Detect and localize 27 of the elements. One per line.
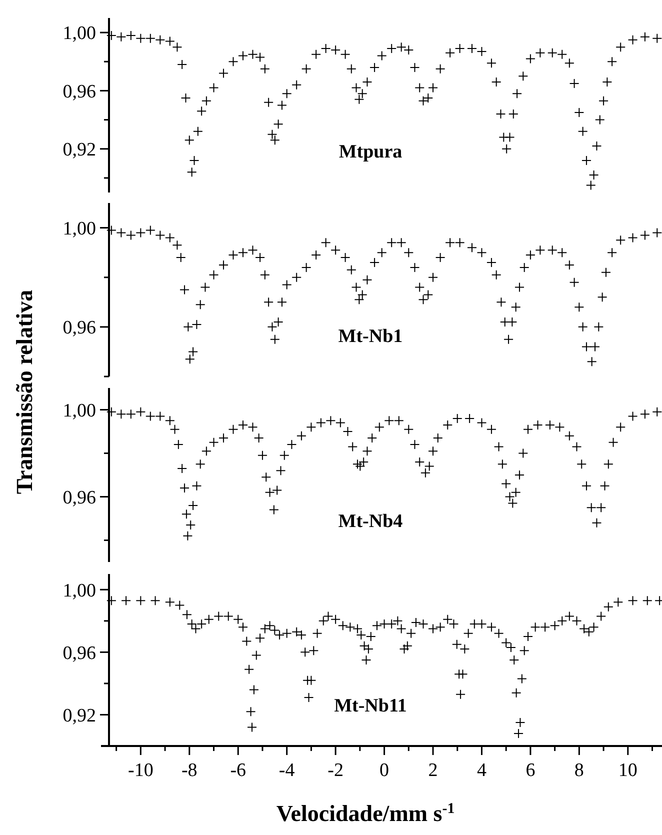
y-axis-title: Transmissão relativa	[12, 289, 37, 494]
y-tick-label: 1,00	[62, 580, 96, 602]
x-tick-label: -2	[328, 760, 344, 781]
y-tick-label: 0,92	[62, 705, 96, 726]
y-tick-label: 1,00	[62, 23, 96, 44]
x-axis-title: Velocidade/mm s$^{-1}$	[276, 801, 455, 826]
y-tick-label: 0,96	[62, 81, 96, 102]
x-tick-label: -10	[128, 760, 154, 781]
x-tick-label: 2	[428, 760, 438, 781]
annotation: Mtpura	[338, 142, 403, 163]
x-tick-label: 10	[618, 760, 638, 781]
annotation: Mt-Nb4	[338, 511, 404, 532]
y-tick-label: 0,96	[62, 642, 96, 664]
x-tick-label: 8	[574, 760, 584, 781]
x-tick-label: 4	[476, 760, 487, 781]
y-tick-label: 0,92	[62, 140, 96, 161]
annotation: Mt-Nb1	[338, 326, 403, 347]
y-tick-label: 1,00	[62, 400, 96, 422]
y-tick-label: 0,96	[62, 318, 96, 339]
x-tick-label: -8	[181, 760, 198, 781]
x-tick-label: 6	[526, 760, 536, 781]
annotation: Mt-Nb11	[334, 696, 407, 717]
x-tick-label: -4	[278, 760, 296, 781]
x-tick-label: 0	[380, 760, 390, 781]
y-tick-label: 0,96	[62, 487, 96, 508]
x-tick-label: -6	[230, 760, 246, 781]
y-tick-label: 1,00	[62, 218, 96, 240]
